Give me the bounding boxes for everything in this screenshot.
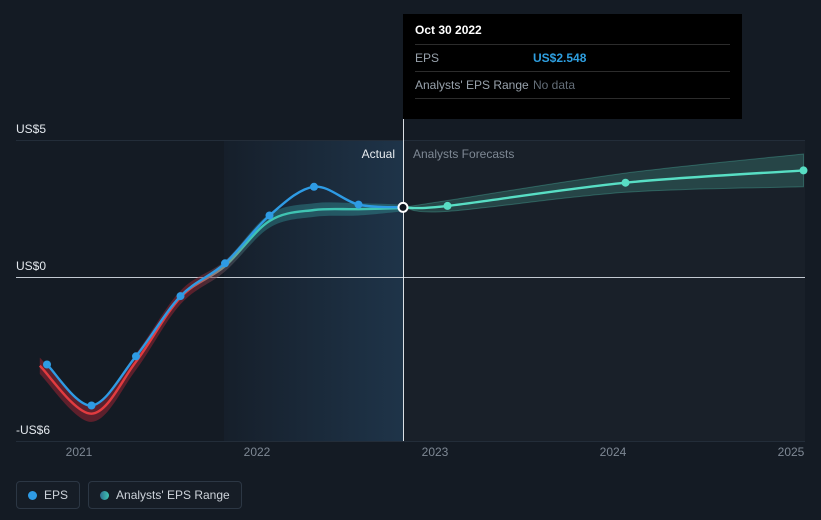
y-axis-label: US$5 (16, 122, 47, 136)
forecast-data-point (621, 178, 630, 187)
legend-eps-label: EPS (44, 488, 69, 502)
tooltip-range-label: Analysts' EPS Range (415, 78, 529, 92)
eps-legend-dot-icon (28, 490, 37, 500)
legend-item-eps[interactable]: EPS (16, 481, 81, 509)
forecast-data-point (799, 166, 808, 175)
gridline--6 (16, 441, 805, 442)
x-axis-label: 2024 (599, 445, 627, 459)
past-eps-range-band (39, 202, 404, 422)
analysts-range-legend-dot-icon (100, 490, 110, 500)
eps-data-point (354, 200, 363, 209)
tooltip-range-value: No data (533, 78, 576, 92)
y-axis-label: US$0 (16, 259, 47, 273)
x-axis-label: 2022 (243, 445, 271, 459)
eps-data-point (132, 352, 140, 361)
tooltip-row-range: Analysts' EPS Range No data (415, 72, 730, 99)
actual-label: Actual (361, 147, 395, 161)
actual-forecast-divider-line (403, 119, 404, 441)
legend-analysts-range-label: Analysts' EPS Range (116, 488, 230, 502)
eps-data-point (265, 211, 274, 220)
forecast-data-point (443, 201, 452, 210)
eps-data-point (87, 401, 96, 410)
chart-legend: EPS Analysts' EPS Range (16, 481, 242, 509)
chart-tooltip: Oct 30 2022 EPS US$2.548 Analysts' EPS R… (403, 14, 742, 119)
x-axis-label: 2023 (421, 445, 449, 459)
eps-data-point (176, 292, 185, 301)
gridline-0 (16, 277, 805, 278)
legend-item-analysts-range[interactable]: Analysts' EPS Range (88, 481, 242, 509)
forecast-line (402, 169, 804, 210)
x-axis-label: 2025 (777, 445, 805, 459)
past-consensus-line (38, 206, 404, 415)
tooltip-row-eps: EPS US$2.548 (415, 45, 730, 72)
current-eps-point (397, 201, 409, 213)
eps-data-point (43, 360, 51, 369)
eps-data-point (221, 259, 229, 268)
eps-data-point (310, 182, 318, 191)
tooltip-eps-label: EPS (415, 51, 440, 65)
gridline-5 (16, 140, 805, 141)
forecast-label: Analysts Forecasts (413, 147, 515, 161)
x-axis-label: 2021 (65, 445, 93, 459)
tooltip-date: Oct 30 2022 (415, 23, 730, 45)
y-axis-label: -US$6 (16, 423, 51, 437)
eps-line (46, 185, 404, 407)
tooltip-eps-value: US$2.548 (533, 51, 587, 65)
